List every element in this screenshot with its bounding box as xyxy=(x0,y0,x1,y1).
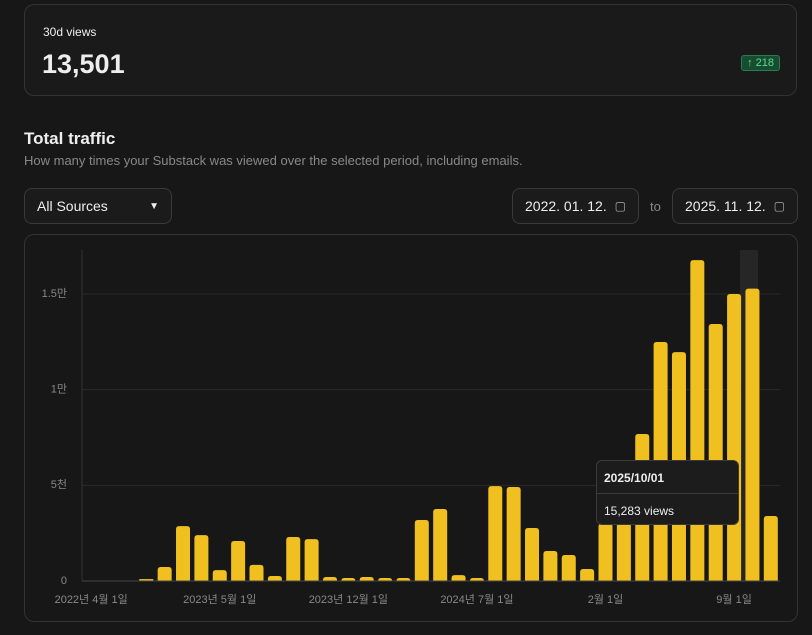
bar xyxy=(433,509,448,581)
bar xyxy=(249,564,264,581)
bar xyxy=(341,577,356,581)
bar xyxy=(525,528,540,581)
badge-value: 218 xyxy=(755,57,774,69)
tooltip-divider xyxy=(597,493,738,494)
bar xyxy=(561,554,576,581)
stat-value: 13,501 xyxy=(42,49,125,79)
bar xyxy=(212,570,227,581)
bar xyxy=(598,523,613,581)
bar xyxy=(359,576,374,581)
section-title: Total traffic xyxy=(24,129,116,148)
bar xyxy=(396,577,411,581)
bar xyxy=(176,526,191,581)
bar xyxy=(451,575,466,581)
bar xyxy=(378,577,393,581)
y-tick-label: 1.5만 xyxy=(42,287,67,300)
bar xyxy=(745,288,760,581)
y-tick-label: 5천 xyxy=(51,477,67,491)
calendar-icon: ▢ xyxy=(773,199,785,213)
bar xyxy=(194,535,209,581)
x-tick-label: 2024년 7월 1일 xyxy=(440,592,513,606)
x-tick-label: 2023년 5월 1일 xyxy=(183,592,256,606)
date-from[interactable]: 2022. 01. 12. ▢ xyxy=(512,188,639,224)
date-text: 2025. 11. 12. xyxy=(685,198,766,214)
bar xyxy=(690,260,705,581)
dropdown-text: All Sources xyxy=(37,198,108,214)
tooltip: 2025/10/01 15,283 views xyxy=(596,460,739,525)
x-tick-label: 9월 1일 xyxy=(716,592,752,606)
stat-card: 30d views 13,501 ↑ 218 xyxy=(24,4,797,96)
y-tick-label: 0 xyxy=(61,575,67,587)
bar xyxy=(488,486,503,581)
tooltip-text: 15,283 views xyxy=(604,504,675,518)
date-to[interactable]: 2025. 11. 12. ▢ xyxy=(672,188,798,224)
x-tick-label: 2022년 4월 1일 xyxy=(55,592,128,606)
bar xyxy=(231,541,246,581)
bar xyxy=(580,568,595,581)
y-tick-label: 1만 xyxy=(51,383,67,396)
x-tick-label: 2월 1일 xyxy=(588,592,624,606)
date-text: 2022. 01. 12. xyxy=(525,198,607,214)
bar xyxy=(469,577,484,581)
bar xyxy=(506,487,521,581)
bar xyxy=(267,576,282,581)
chart-card xyxy=(24,234,798,622)
bar xyxy=(763,515,778,581)
source-dropdown[interactable]: All Sources ▼ xyxy=(24,188,172,224)
bar xyxy=(543,550,558,581)
change-badge: ↑ 218 xyxy=(741,55,780,71)
bar xyxy=(616,514,631,581)
bar xyxy=(727,294,742,581)
dropdown-arrow: ▼ xyxy=(149,200,159,212)
bar xyxy=(414,519,429,581)
bar xyxy=(322,576,337,581)
section-subtitle: How many times your Substack was viewed … xyxy=(24,153,523,168)
bar xyxy=(708,324,723,581)
stat-label: 30d views xyxy=(43,25,97,39)
calendar-icon: ▢ xyxy=(614,199,626,213)
tooltip-date: 2025/10/01 xyxy=(604,471,665,485)
bar xyxy=(286,536,301,581)
bar xyxy=(157,567,172,581)
bar xyxy=(304,539,319,581)
to-label: to xyxy=(650,199,661,214)
x-tick-label: 2023년 12월 1일 xyxy=(309,592,388,606)
